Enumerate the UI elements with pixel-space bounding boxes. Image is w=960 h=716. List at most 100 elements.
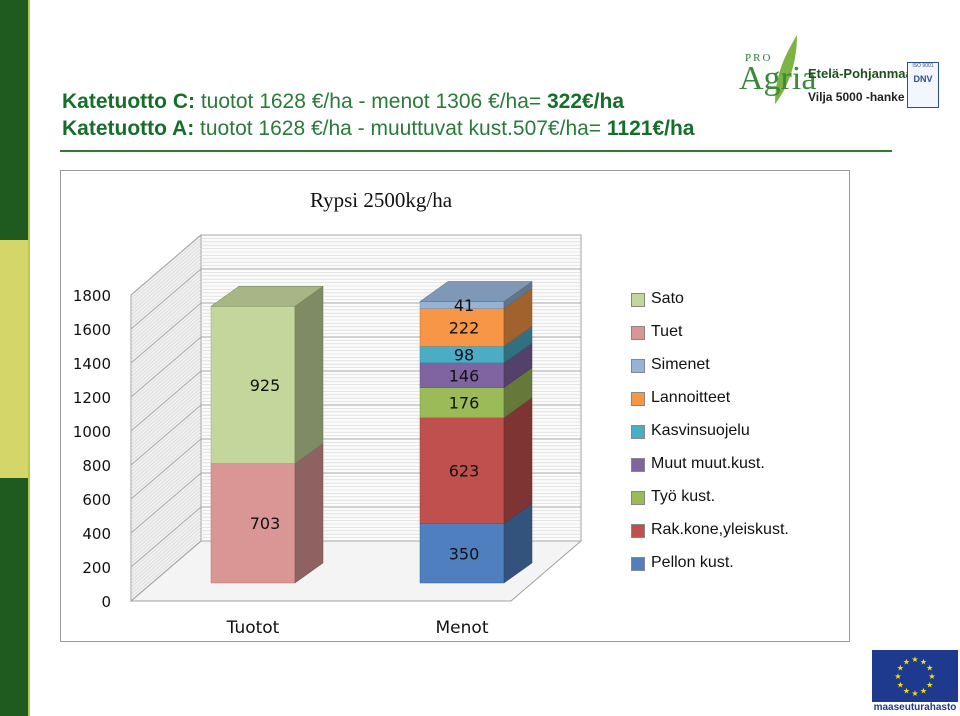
gridline-side bbox=[130, 486, 202, 547]
gridline-side bbox=[130, 469, 202, 530]
eu-fund-label: maaseuturahasto bbox=[873, 702, 957, 713]
sidebar-stripe-middle bbox=[0, 240, 28, 478]
y-tick-label: 1400 bbox=[73, 355, 111, 373]
stacked-bar-chart: 0 200 400 600 800 1000 1200 1400 1600 1800 703 925 T… bbox=[73, 233, 583, 638]
agria-logo: PRO Agria bbox=[735, 30, 825, 110]
legend-label: Lannoitteet bbox=[651, 389, 731, 406]
gridline-major-side bbox=[130, 234, 202, 296]
x-category-label: Tuotot bbox=[226, 618, 280, 638]
legend-label: Työ kust. bbox=[651, 488, 716, 505]
sidebar-decoration bbox=[0, 0, 28, 716]
gridline-side bbox=[130, 248, 202, 309]
gridline-side bbox=[130, 482, 202, 544]
gridline-major-side bbox=[130, 302, 202, 364]
gridline-side bbox=[130, 435, 202, 496]
gridline-side bbox=[130, 306, 202, 367]
y-tick-label: 400 bbox=[82, 525, 111, 543]
legend-label: Pellon kust. bbox=[651, 554, 734, 571]
legend-label: Muut muut.kust. bbox=[651, 455, 765, 472]
gridline-major-side bbox=[130, 370, 202, 432]
data-label: 925 bbox=[250, 376, 281, 395]
bar-segment bbox=[419, 417, 505, 524]
gridline-side bbox=[130, 476, 202, 537]
iso-certificate-badge: ISO 9001 DNV bbox=[907, 62, 939, 108]
x-category-label: Menot bbox=[436, 618, 489, 638]
bar-side bbox=[294, 285, 324, 464]
gridline-side bbox=[130, 357, 202, 418]
gridline-side bbox=[130, 513, 202, 575]
gridline-side bbox=[130, 493, 202, 554]
legend-swatch bbox=[631, 524, 645, 538]
data-label: 176 bbox=[449, 394, 480, 413]
gridline-side bbox=[130, 496, 202, 558]
gridline-side bbox=[130, 384, 202, 445]
bar-top bbox=[210, 285, 324, 307]
eu-star: ★ bbox=[920, 657, 927, 666]
y-tick-label: 1600 bbox=[73, 321, 111, 339]
gridline-side bbox=[130, 527, 202, 588]
header-line-2-label: Katetuotto A: bbox=[62, 117, 195, 140]
gridline-side bbox=[130, 350, 202, 411]
bar-segment bbox=[419, 387, 505, 418]
legend-swatch bbox=[631, 392, 645, 406]
agria-logo-text: Agria bbox=[739, 60, 817, 97]
gridline-side bbox=[130, 411, 202, 473]
gridline-side bbox=[130, 387, 202, 449]
gridline-side bbox=[130, 261, 202, 323]
eu-star: ★ bbox=[897, 664, 904, 673]
gridline-side bbox=[130, 272, 202, 333]
gridline-side bbox=[130, 255, 202, 316]
gridline-side bbox=[130, 425, 202, 486]
eu-star: ★ bbox=[926, 681, 933, 690]
header-line-1: Katetuotto C: tuotot 1628 €/ha - menot 1… bbox=[62, 88, 695, 115]
iso-label: ISO 9001 bbox=[912, 63, 934, 69]
eu-star: ★ bbox=[903, 687, 910, 696]
gridline-side bbox=[130, 289, 202, 350]
legend-label: Kasvinsuojelu bbox=[651, 422, 750, 439]
gridline-major-side bbox=[130, 506, 202, 568]
header-line-2-result: 1121€/ha bbox=[601, 117, 695, 140]
data-label: 350 bbox=[449, 544, 480, 563]
bar-side bbox=[503, 397, 533, 524]
gridline-side bbox=[130, 333, 202, 394]
gridline-side bbox=[130, 275, 202, 337]
eu-stars-icon: ★★★★★★★★★ ★ ★★ bbox=[894, 655, 935, 698]
gridline-side bbox=[130, 523, 202, 585]
project-name: Vilja 5000 -hanke bbox=[808, 90, 905, 104]
dnv-label: DNV bbox=[913, 74, 933, 84]
gridline-side bbox=[130, 479, 202, 541]
gridline-side bbox=[130, 309, 202, 371]
gridline-side bbox=[130, 533, 202, 595]
gridline-side bbox=[130, 397, 202, 459]
gridline-side bbox=[130, 431, 202, 493]
gridline-side bbox=[130, 510, 202, 571]
header-line-1-label: Katetuotto C: bbox=[62, 90, 195, 113]
chart-title: Rypsi 2500kg/ha bbox=[309, 188, 453, 212]
data-label: 98 bbox=[454, 346, 474, 365]
eu-star: ★ bbox=[928, 672, 935, 681]
gridline-side bbox=[130, 326, 202, 388]
gridline-side bbox=[130, 258, 202, 320]
y-tick-label: 800 bbox=[82, 457, 111, 475]
gridline-major-side bbox=[130, 404, 202, 466]
data-label: 623 bbox=[449, 462, 480, 481]
data-label: 41 bbox=[454, 296, 474, 315]
gridline-side bbox=[130, 282, 202, 343]
gridline-side bbox=[130, 418, 202, 479]
legend-swatch bbox=[631, 491, 645, 505]
gridline-major-side bbox=[130, 336, 202, 398]
y-tick-label: 0 bbox=[101, 593, 111, 611]
legend-swatch bbox=[631, 425, 645, 439]
gridline-side bbox=[130, 489, 202, 551]
gridline-side bbox=[130, 299, 202, 360]
gridline-side bbox=[130, 238, 202, 299]
gridline-side bbox=[130, 465, 202, 527]
gridline-side bbox=[130, 340, 202, 401]
chart-container: Rypsi 2500kg/ha 0 200 400 600 800 1000 1200 140… bbox=[60, 170, 850, 642]
data-label: 703 bbox=[250, 514, 281, 533]
gridline-side bbox=[130, 408, 202, 469]
gridline-major-side bbox=[130, 540, 202, 602]
data-label: 146 bbox=[449, 366, 480, 385]
gridline-side bbox=[130, 445, 202, 507]
legend-label: Simenet bbox=[651, 356, 710, 373]
